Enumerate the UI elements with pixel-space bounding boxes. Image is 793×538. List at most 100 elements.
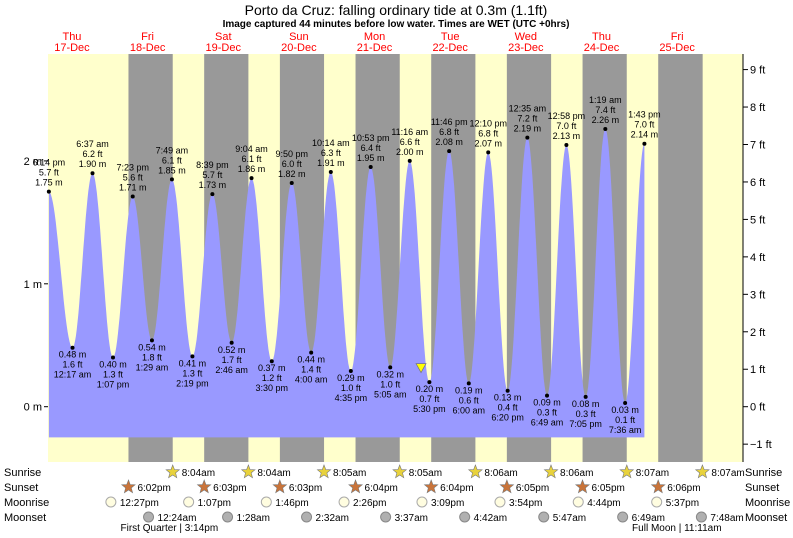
sunset-time: 6:02pm [137, 483, 170, 494]
tide-label: 0.03 m [611, 405, 639, 415]
tide-label: 5.7 ft [39, 168, 60, 178]
high-tide-point [407, 158, 412, 163]
right-tick-label: 6 ft [750, 177, 765, 189]
moonrise-time: 1:07pm [198, 498, 231, 509]
moonrise-icon [183, 496, 195, 508]
tide-label: 7:23 pm [116, 163, 149, 173]
low-tide-point [229, 340, 234, 345]
now-marker-layer [415, 363, 427, 374]
tide-label: 2.07 m [474, 138, 502, 148]
tide-label: 1:07 pm [97, 380, 130, 390]
tide-label: 5:30 pm [413, 404, 446, 414]
tide-label: 5.7 ft [202, 170, 223, 180]
moonset-time: 12:24am [158, 513, 197, 524]
tide-label: 12:35 am [509, 104, 547, 114]
high-tide-point [249, 176, 254, 181]
tide-label: 2.19 m [514, 124, 542, 134]
right-axis: −1 ft 0 ft 1 ft 2 ft 3 ft 4 ft 5 ft 6 ft 7 ft 8 f… [742, 54, 772, 462]
tide-label: 0.44 m [297, 355, 325, 365]
tide-label: 1.0 ft [380, 379, 401, 389]
low-tide-point [427, 380, 432, 385]
day-date: 20-Dec [281, 42, 317, 54]
high-tide-point [289, 181, 294, 186]
moonset-time: 2:32am [316, 513, 349, 524]
tide-label: 2.08 m [435, 137, 463, 147]
tide-label: 12:17 am [54, 370, 92, 380]
tide-label: 2.13 m [553, 131, 581, 141]
tide-label: 11:46 pm [431, 117, 468, 127]
tide-label: 7:49 am [156, 145, 189, 155]
right-tick-label: 2 ft [750, 327, 765, 339]
event-row-label-left: Sunset [4, 482, 38, 494]
tide-label: 1.73 m [199, 180, 227, 190]
sunrise-time: 8:07am [636, 468, 669, 479]
sunset-time: 6:03pm [213, 483, 246, 494]
day-name: Wed [515, 31, 537, 43]
tide-label: 0.37 m [258, 363, 286, 373]
sunrise-icon [392, 464, 408, 479]
event-row-label-right: Sunrise [745, 467, 782, 479]
tide-label: 6.4 ft [361, 143, 382, 153]
sunset-icon [196, 479, 212, 494]
tide-label: 12:58 pm [548, 111, 586, 121]
tide-label: 6.1 ft [242, 154, 263, 164]
sunset-time: 6:04pm [365, 483, 398, 494]
tide-area [48, 129, 645, 438]
chart-subtitle: Image captured 44 minutes before low wat… [223, 19, 570, 30]
sunrise-icon [165, 464, 181, 479]
sunrise-time: 8:04am [182, 468, 215, 479]
tide-label: 6:49 am [531, 418, 564, 428]
night-band [658, 54, 703, 462]
sunrise-time: 8:06am [560, 468, 593, 479]
day-name: Sun [289, 31, 309, 43]
high-tide-point [642, 141, 647, 146]
tide-label: 1.82 m [278, 169, 306, 179]
right-tick-label: 5 ft [750, 214, 765, 226]
tide-label: 7.0 ft [634, 120, 655, 130]
tide-label: 6:37 am [76, 139, 109, 149]
tide-label: 0.6 ft [459, 395, 480, 405]
right-tick-label: 1 ft [750, 364, 765, 376]
sunset-icon [574, 479, 591, 494]
sunset-icon [423, 479, 439, 494]
tide-label: 0.32 m [376, 369, 404, 379]
day-date: 22-Dec [432, 42, 468, 54]
tide-label: 6.1 ft [162, 155, 183, 165]
moonrise-time: 3:54pm [509, 498, 542, 509]
day-headers-layer: Thu17-DecFri18-DecSat19-DecSun20-DecMon2… [54, 31, 695, 54]
current-time-marker [415, 363, 427, 374]
moonset-icon [301, 511, 313, 523]
low-tide-point [505, 388, 510, 393]
tide-label: 1.7 ft [222, 355, 243, 365]
moonrise-time: 4:44pm [587, 498, 620, 509]
tide-label: 0.52 m [218, 345, 246, 355]
low-tide-point [70, 345, 75, 350]
tide-label: 6:14 pm [33, 158, 66, 168]
tide-area-layer [48, 129, 645, 438]
sunrise-icon [316, 464, 332, 479]
tide-label: 1.0 ft [341, 383, 362, 393]
day-date: 19-Dec [206, 42, 242, 54]
tide-label: 9:04 am [235, 144, 268, 154]
moonrise-time: 5:37pm [666, 498, 699, 509]
moonrise-icon [494, 496, 506, 508]
tide-label: 1.91 m [317, 158, 345, 168]
low-tide-point [466, 381, 471, 386]
tide-label: 11:16 am [391, 127, 428, 137]
tide-label: 1.4 ft [301, 365, 322, 375]
tide-label: 1.85 m [158, 165, 186, 175]
tide-label: 0.40 m [99, 360, 127, 370]
moonset-icon [617, 511, 629, 523]
day-name: Mon [364, 31, 385, 43]
day-date: 21-Dec [357, 42, 393, 54]
tide-label: 0.1 ft [615, 415, 636, 425]
event-row-label-right: Sunset [745, 482, 779, 494]
tide-label: 6:20 pm [491, 413, 524, 423]
day-name: Thu [62, 31, 81, 43]
moonrise-time: 3:09pm [431, 498, 464, 509]
tide-label: 1:19 am [589, 95, 622, 105]
moonrise-time: 12:27pm [120, 498, 159, 509]
tide-label: 0.41 m [179, 358, 207, 368]
tide-label: 0.20 m [416, 384, 444, 394]
